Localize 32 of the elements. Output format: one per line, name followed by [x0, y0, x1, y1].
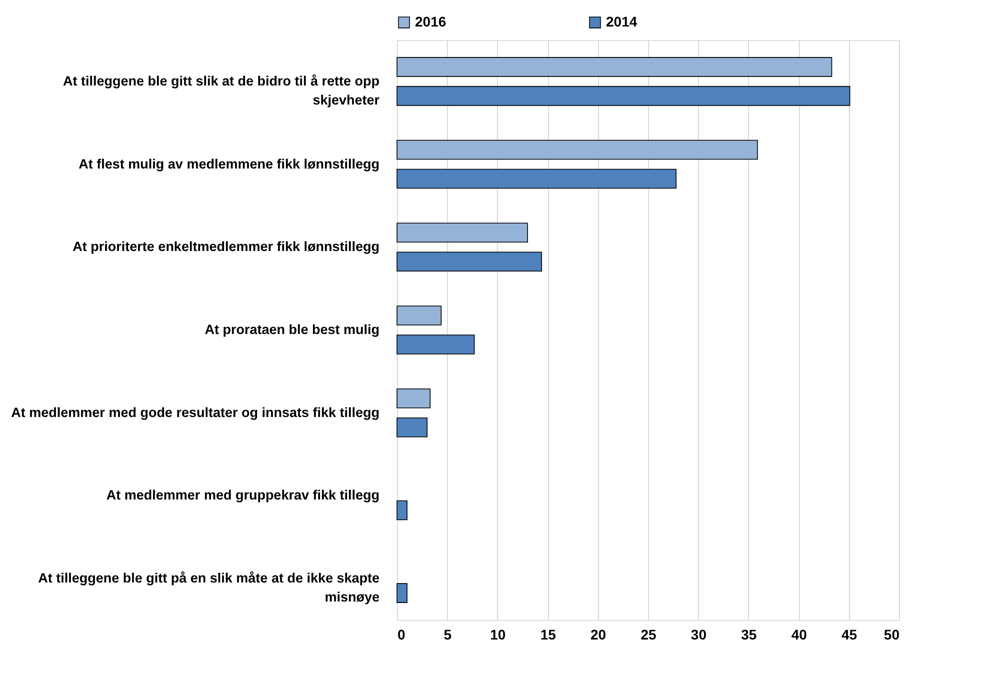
bar [396, 222, 528, 243]
y-tick-label: At medlemmer med gruppekrav fikk tillegg [106, 488, 380, 503]
y-tick-label: At flest mulig av medlemmene fikk lønnstillegg [78, 156, 380, 172]
x-tick-label: 45 [842, 626, 858, 642]
y-tick-label: At prioriterte enkeltmedlemmer fikk lønnstillegg [72, 239, 380, 254]
bar [396, 57, 832, 77]
x-tick-label: 0 [398, 626, 406, 642]
bar [396, 500, 408, 520]
bar [396, 417, 428, 438]
y-tick-label: At tilleggene ble gitt på en slik måte at de ikke skapte misnøye [38, 570, 380, 605]
y-tick-label: At medlemmer med gode resultater og innsats fikk tillegg [11, 404, 380, 420]
x-tick-label: 35 [741, 626, 757, 642]
x-tick-label: 25 [640, 626, 656, 642]
x-tick-label: 50 [884, 626, 900, 642]
y-tick-label: At prorataen ble best mulig [204, 322, 380, 337]
legend-label: 2014 [606, 13, 638, 30]
bar [396, 388, 431, 408]
x-tick-label: 40 [791, 626, 808, 642]
x-tick-label: 20 [590, 626, 606, 642]
x-tick-label: 10 [490, 626, 506, 642]
bar [396, 334, 475, 354]
x-tick-label: 15 [540, 626, 556, 642]
bar [396, 252, 542, 272]
y-tick-label: At tilleggene ble gitt slik at de bidro til å rette opp skjevheter [62, 73, 380, 108]
legend-label: 2016 [415, 13, 446, 30]
bar [396, 583, 408, 603]
bar [396, 168, 677, 189]
bar [396, 86, 850, 106]
x-tick-label: 30 [690, 626, 707, 642]
bar [396, 306, 442, 326]
bar [396, 140, 758, 160]
x-tick-label: 5 [444, 626, 452, 642]
